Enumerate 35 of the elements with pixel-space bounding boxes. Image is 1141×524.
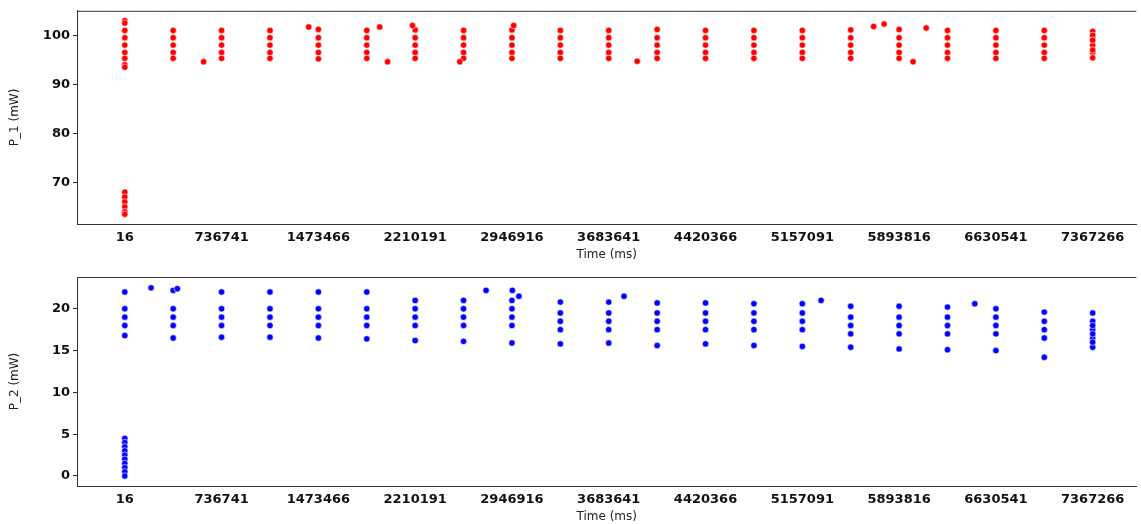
x-tick-label: 2210191 <box>383 491 447 507</box>
x-tick-label: 7367266 <box>1061 229 1125 245</box>
y-tick-label: 90 <box>51 75 70 91</box>
x-tick-label: 736741 <box>194 229 249 245</box>
x-axis-title: Time (ms) <box>575 246 637 261</box>
x-tick-label: 6630541 <box>964 491 1028 507</box>
x-tick-label: 5157091 <box>770 229 834 245</box>
x-tick-label: 2210191 <box>383 229 447 245</box>
x-tick-label: 5157091 <box>770 491 834 507</box>
x-tick-label: 16 <box>115 229 134 245</box>
y-tick-label: 5 <box>60 425 70 441</box>
y-tick-label: 10 <box>51 383 70 399</box>
x-axis-title: Time (ms) <box>575 508 637 523</box>
x-tick-label: 1473466 <box>286 229 351 245</box>
x-tick-label: 7367266 <box>1061 491 1125 507</box>
x-tick-label: 736741 <box>194 491 249 507</box>
x-tick-label: 3683641 <box>577 229 641 245</box>
x-tick-label: 16 <box>115 491 134 507</box>
y-axis-title: P_2 (mW) <box>7 352 22 411</box>
x-tick-label: 2946916 <box>480 229 544 245</box>
x-tick-label: 1473466 <box>286 491 351 507</box>
y-tick-label: 20 <box>51 300 70 316</box>
x-tick-label: 5893816 <box>867 229 931 245</box>
x-tick-label: 4420366 <box>673 491 738 507</box>
x-tick-label: 2946916 <box>480 491 544 507</box>
y-tick-label: 70 <box>51 173 70 189</box>
x-tick-label: 5893816 <box>867 491 931 507</box>
y-tick-label: 15 <box>51 341 70 357</box>
x-tick-label: 4420366 <box>673 229 738 245</box>
x-tick-label: 6630541 <box>964 229 1028 245</box>
y-tick-label: 80 <box>51 124 70 140</box>
y-tick-label: 0 <box>60 467 70 483</box>
y-axis-title: P_1 (mW) <box>7 88 22 147</box>
y-tick-label: 100 <box>42 26 70 42</box>
x-tick-label: 3683641 <box>577 491 641 507</box>
